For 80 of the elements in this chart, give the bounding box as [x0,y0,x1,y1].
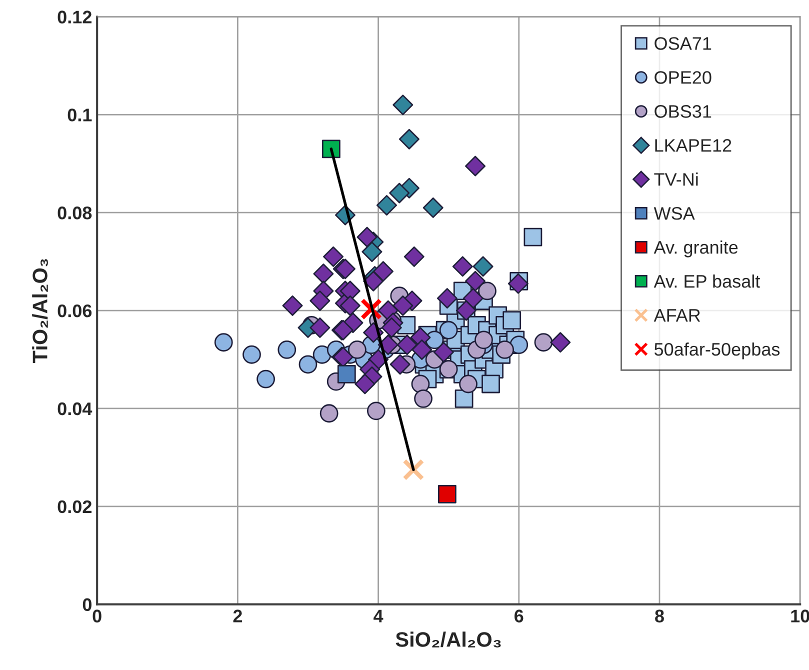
point [242,345,261,364]
legend-label: Av. granite [654,240,738,258]
point [356,226,378,248]
point [322,140,340,158]
point [310,317,330,338]
point [392,295,414,316]
point [465,156,486,176]
point [366,402,386,420]
x-tick-label: 0 [92,610,102,622]
point [439,320,458,340]
point [310,290,330,312]
point [510,336,528,354]
legend-label: AFAR [654,309,700,322]
legend-label: OBS31 [654,105,712,118]
point [278,340,296,359]
point [472,256,494,277]
point [256,370,276,388]
point [550,332,571,353]
legend-label: OPE20 [654,71,712,84]
legend-label: Av. EP basalt [654,274,760,288]
legend-label: 50afar-50epbas [654,342,780,360]
point [282,295,303,316]
x-axis-title: SiO₂/Al₂O₃ [396,632,501,648]
point [422,197,444,218]
point [433,342,454,362]
point [214,333,233,352]
point [298,355,318,374]
point [354,374,376,394]
point [454,389,474,408]
point [337,365,356,384]
point [313,264,334,284]
point [389,182,410,204]
point [508,273,528,294]
point [396,334,418,356]
legend-label: WSA [654,207,695,220]
x-tick-label: 4 [374,610,384,622]
y-tick-label: 0.12 [58,10,92,24]
y-tick-label: 0.08 [58,206,92,220]
point [392,94,414,116]
point [414,389,432,408]
x-tick-label: 10 [791,610,809,622]
point [398,128,420,150]
y-tick-label: 0.06 [58,304,92,318]
point [411,374,430,394]
point [404,246,424,267]
point [496,340,514,359]
point [340,295,360,316]
point [534,333,553,352]
point [438,484,456,504]
point [465,270,486,292]
point [348,340,366,359]
point [524,228,542,246]
y-axis-title: TiO₂/Al₂O₃ [32,259,48,363]
point [312,345,332,364]
y-tick-label: 0.04 [58,402,92,416]
point [372,261,394,282]
y-tick-label: 0.1 [68,108,92,122]
point [363,270,384,292]
legend-label: LKAPE12 [655,139,732,152]
point [320,404,338,423]
point [362,242,382,262]
point [436,288,458,309]
point [390,354,410,375]
legend-label: OSA71 [654,37,712,50]
point [478,282,496,300]
point [452,256,473,277]
point [381,317,402,338]
point [412,339,432,360]
x-tick-label: 6 [514,610,524,622]
x-tick-label: 8 [655,610,664,622]
point [376,195,397,216]
x-tick-label: 2 [233,610,242,622]
point [462,288,484,309]
y-tick-label: 0 [82,598,92,612]
y-tick-label: 0.02 [58,500,92,514]
point [459,374,478,394]
legend-label: TV-Ni [654,172,698,186]
point [323,246,344,267]
point [502,311,522,330]
point [482,374,500,394]
